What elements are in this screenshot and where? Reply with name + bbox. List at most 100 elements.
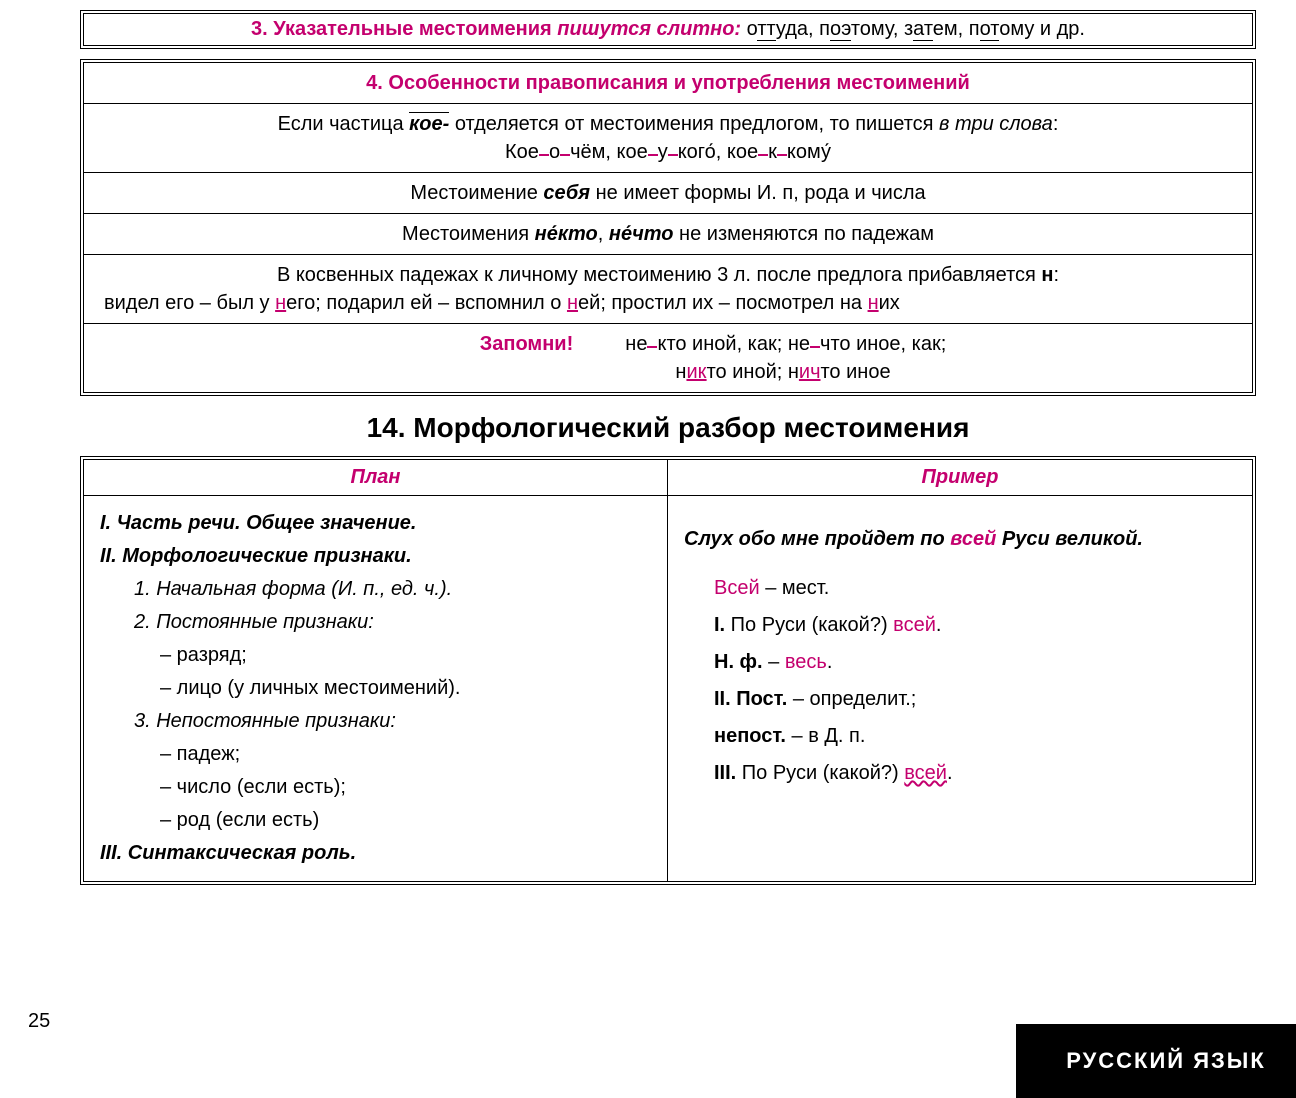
text: всей [904,762,947,784]
text: Местоимение [410,182,543,204]
text: . [947,762,953,784]
text: н [567,292,578,314]
rule-4-row-4-line2: видел его – был у него; подарил ей – всп… [104,289,1232,317]
text: н [868,292,879,314]
text: Если частица [278,113,410,135]
text: не́что [609,223,674,245]
rule-3-tail: и др. [1040,18,1085,40]
text: Местоимения [402,223,535,245]
text: то иной; н [707,361,799,383]
text: его [286,292,315,314]
text: II. Пост. [714,688,787,710]
text: Всей [714,577,760,599]
example-line-3: Н. ф. – весь. [714,647,1236,678]
text: весь [785,651,827,673]
example-cell: Слух обо мне пройдет по всей Руси велико… [668,496,1252,881]
rule-4-row-5-line1: не кто иной, как; не что иное, как; [625,333,946,355]
example-line-4: II. Пост. – определит.; [714,684,1236,715]
text: – в Д. п. [786,725,865,747]
text: ; простил их – посмотрел на [600,292,867,314]
text: не [625,333,647,355]
text: не имеет формы И. п, рода и числа [590,182,926,204]
section-14-title: 14. Морфологический разбор местоимения [20,412,1296,444]
text: отделяется от местоимения предлогом, то … [449,113,939,135]
plan-II-3c: – род (если есть) [160,805,651,836]
plan-II-3b: – число (если есть); [160,772,651,803]
rule-4-title-row: 4. Особенности правописания и употреблен… [84,63,1252,103]
text: Н. ф. [714,651,763,673]
text: III. [714,762,736,784]
text: их [879,292,900,314]
rule-4-row-3: Местоимения не́кто, не́что не изменяются… [84,213,1252,254]
rule-4-row-2: Местоимение себя не имеет формы И. п, ро… [84,172,1252,213]
text: ик [686,361,706,383]
text: Руси великой. [996,528,1143,550]
plan-II-3: 3. Непостоянные признаки: [134,706,651,737]
text: не́кто [535,223,598,245]
rule-3-words: оттуда, поэтому, затем, потому [747,18,1040,41]
text: Слух обо мне пройдет по [684,528,950,550]
text: ич [799,361,821,383]
rule-4-title: Особенности правописания и употребления … [388,72,969,94]
page-number: 25 [28,1010,50,1033]
text: всей [893,614,936,636]
text: : [1053,113,1059,135]
col-header-example: Пример [668,460,1252,496]
text: н [675,361,686,383]
plan-II-3a: – падеж; [160,739,651,770]
text: ей [578,292,600,314]
subject-badge: РУССКИЙ ЯЗЫК [1016,1024,1296,1098]
plan-II-2a: – разряд; [160,640,651,671]
text: ; подарил ей – вспомнил о [315,292,567,314]
text: в три слова [939,113,1053,135]
plan-cell: I. Часть речи. Общее значение. II. Морфо… [84,496,668,881]
koe-word: кое- [409,113,449,135]
rule-4-number: 4. [366,72,388,94]
text: – определит.; [787,688,916,710]
plan-III: III. Синтаксическая роль. [100,838,651,869]
text: видел его – был у [104,292,275,314]
text: – [763,651,785,673]
rule-3-box: 3. Указательные местоимения пишутся слит… [80,10,1256,49]
example-line-5: непост. – в Д. п. [714,721,1236,752]
text: что иное, как; [820,333,946,355]
plan-II-2: 2. Постоянные признаки: [134,607,651,638]
text: н [275,292,286,314]
example-line-1: Всей – мест. [714,573,1236,604]
example-line-6: III. По Руси (какой?) всей. [714,758,1236,789]
text: всей [950,528,996,550]
plan-II: II. Морфологические признаки. [100,541,651,572]
plan-I: I. Часть речи. Общее значение. [100,508,651,539]
text: не изменяются по падежам [673,223,934,245]
text: : [1053,264,1059,286]
text: . [827,651,833,673]
text: – мест. [760,577,830,599]
col-header-plan: План [84,460,668,496]
rule-3-number: 3. [251,18,273,40]
rule-4-row-5: Запомни! не кто иной, как; не что иное, ка… [84,323,1252,392]
remember-label: Запомни! [480,330,620,358]
rule-4-box: 4. Особенности правописания и употреблен… [80,59,1256,396]
text: непост. [714,725,786,747]
text: По Руси (какой?) [725,614,893,636]
plan-II-1: 1. Начальная форма (И. п., ед. ч.). [134,574,651,605]
text: себя [543,182,590,204]
text: I. [714,614,725,636]
text: кто иной, как; не [657,333,810,355]
rule-4-row-4: В косвенных падежах к личному местоимени… [84,254,1252,323]
rule-3-lead: Указательные местоимения [273,18,551,40]
plan-II-2b: – лицо (у личных местоимений). [160,673,651,704]
text: то иное [821,361,891,383]
rule-4-row-5-line2: никто иной; ничто иное [675,358,890,386]
rule-4-row-4-line1: В косвенных падежах к личному местоимени… [104,261,1232,289]
text: В косвенных падежах к личному местоимени… [277,264,1041,286]
text: н [1041,264,1053,286]
rule-3-mid: пишутся слитно: [552,18,741,40]
rule-4-row-1: Если частица кое- отделяется от местоиме… [84,103,1252,172]
rule-4-row-1-examples: Коеочём, коеукого́, коеккому́ [505,141,831,163]
text: , [598,223,609,245]
section-14-table: План Пример I. Часть речи. Общее значени… [80,456,1256,885]
example-line-2: I. По Руси (какой?) всей. [714,610,1236,641]
example-sentence: Слух обо мне пройдет по всей Руси велико… [684,524,1236,555]
text: . [936,614,942,636]
